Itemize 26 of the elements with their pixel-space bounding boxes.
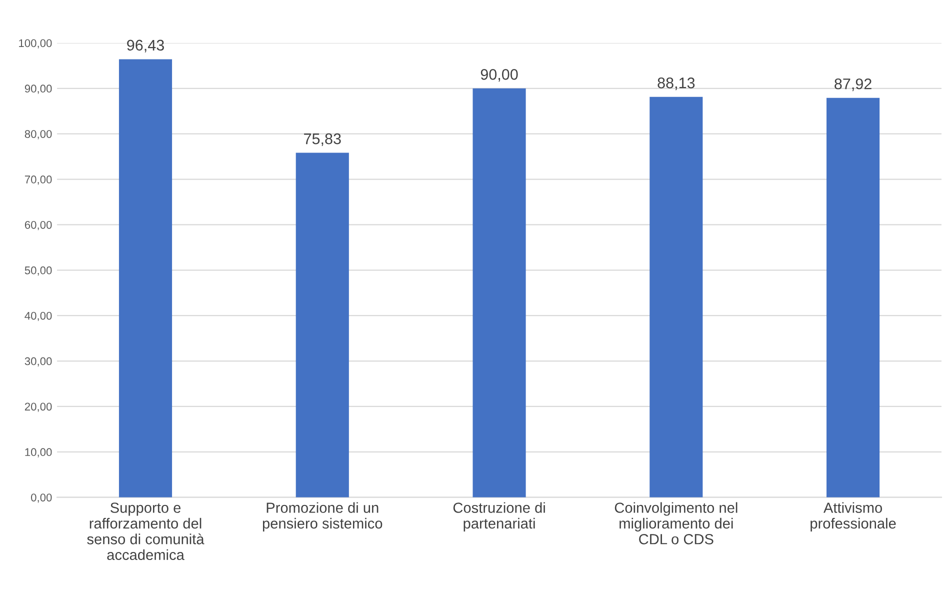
bar — [118, 59, 172, 498]
y-tick-label: 60,00 — [24, 220, 52, 230]
data-label: 96,43 — [127, 40, 164, 52]
y-tick-label: 80,00 — [24, 130, 52, 140]
x-tick-label: Attivismo professionale — [810, 502, 896, 532]
y-tick-label: 90,00 — [24, 84, 52, 94]
y-tick-label: 50,00 — [24, 266, 52, 276]
data-label: 75,83 — [304, 133, 341, 146]
y-tick-label: 100,00 — [19, 39, 52, 48]
y-tick-label: 20,00 — [24, 402, 52, 412]
y-tick-label: 40,00 — [24, 312, 52, 322]
x-tick-label: Supporto e rafforzamento del senso di comunità accademica — [87, 502, 204, 560]
y-tick-label: 0,00 — [31, 494, 52, 503]
x-tick-label: Coinvolgimento nel miglioramento dei CDL o CDS — [614, 502, 738, 544]
bar — [296, 152, 349, 498]
bar — [650, 96, 703, 498]
y-tick-label: 70,00 — [24, 176, 52, 185]
x-tick-label: Promozione di un pensiero sistemico — [262, 502, 382, 532]
data-label: 87,92 — [834, 78, 872, 92]
data-label: 90,00 — [480, 69, 518, 82]
y-tick-label: 30,00 — [24, 357, 52, 366]
data-label: 88,13 — [658, 78, 695, 90]
x-tick-label: Costruzione di partenariati — [453, 502, 545, 532]
y-tick-label: 10,00 — [25, 448, 52, 458]
bar — [472, 88, 526, 498]
bar — [826, 98, 880, 498]
